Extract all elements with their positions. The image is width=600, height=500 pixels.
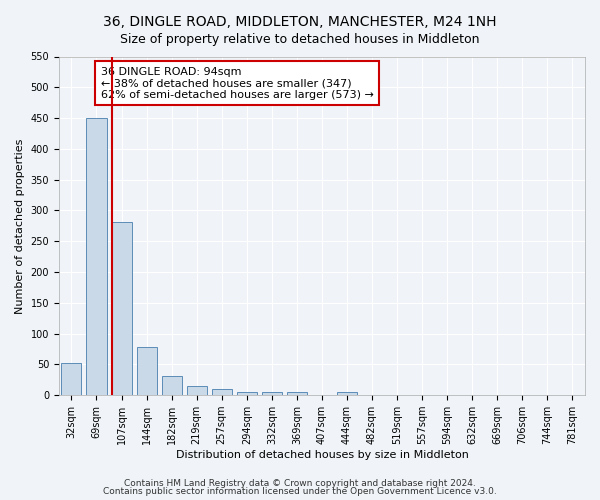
Bar — [212, 389, 232, 395]
Bar — [337, 392, 357, 395]
Bar — [112, 222, 131, 395]
Y-axis label: Number of detached properties: Number of detached properties — [15, 138, 25, 314]
Bar — [187, 386, 207, 395]
Bar — [61, 362, 82, 395]
Text: Contains HM Land Registry data © Crown copyright and database right 2024.: Contains HM Land Registry data © Crown c… — [124, 478, 476, 488]
Text: Contains public sector information licensed under the Open Government Licence v3: Contains public sector information licen… — [103, 487, 497, 496]
Bar — [237, 392, 257, 395]
Bar — [287, 392, 307, 395]
Text: 36 DINGLE ROAD: 94sqm
← 38% of detached houses are smaller (347)
62% of semi-det: 36 DINGLE ROAD: 94sqm ← 38% of detached … — [101, 66, 374, 100]
Text: Size of property relative to detached houses in Middleton: Size of property relative to detached ho… — [120, 32, 480, 46]
Bar — [161, 376, 182, 395]
Bar — [86, 118, 107, 395]
Bar — [137, 347, 157, 395]
Bar — [262, 392, 282, 395]
X-axis label: Distribution of detached houses by size in Middleton: Distribution of detached houses by size … — [176, 450, 469, 460]
Text: 36, DINGLE ROAD, MIDDLETON, MANCHESTER, M24 1NH: 36, DINGLE ROAD, MIDDLETON, MANCHESTER, … — [103, 15, 497, 29]
